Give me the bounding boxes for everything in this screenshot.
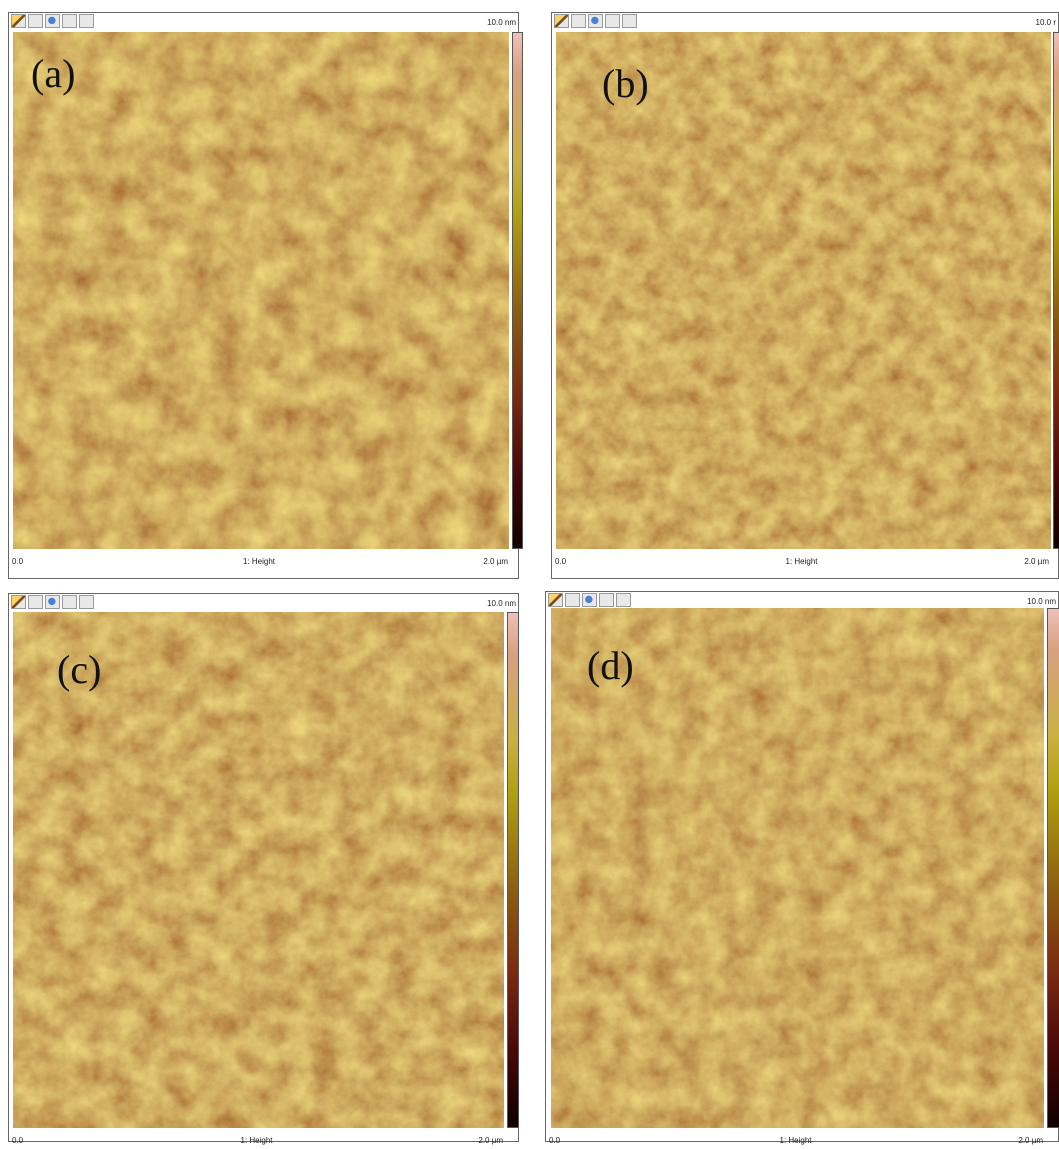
color-scale (1053, 32, 1059, 549)
toolbar-button[interactable] (605, 14, 620, 28)
scale-max: 10.0 nm (487, 599, 516, 608)
scale-max: 10.0 nm (1027, 597, 1056, 606)
channel-name: 1: Height (243, 557, 275, 566)
afm-panel: 10.0 nm 0.0 1: Height 2.0 µm (c) (8, 593, 519, 1142)
toolbar-button[interactable] (622, 14, 637, 28)
toolbar-button[interactable] (28, 14, 43, 28)
scan-size: 2.0 µm (1024, 557, 1049, 566)
scan-size: 2.0 µm (478, 1136, 503, 1145)
toolbar-button[interactable] (616, 593, 631, 607)
scan-size: 2.0 µm (483, 557, 508, 566)
scale-min: 0.0 (12, 1136, 23, 1145)
channel-name: 1: Height (241, 1136, 273, 1145)
toolbar-button[interactable] (571, 14, 586, 28)
toolbar-button[interactable] (599, 593, 614, 607)
color-scale (1047, 608, 1059, 1128)
toolbar-button[interactable] (554, 14, 569, 28)
toolbar (548, 593, 631, 607)
toolbar-button[interactable] (45, 595, 60, 609)
channel-name: 1: Height (786, 557, 818, 566)
panel-label: (b) (602, 60, 649, 107)
page: 10.0 nm 0.0 1: Height 2.0 µm (a) 10.0 r 0.0 1: … (0, 0, 1059, 1149)
toolbar-button[interactable] (588, 14, 603, 28)
panel-label: (d) (587, 642, 634, 689)
height-image (556, 32, 1051, 549)
toolbar-button[interactable] (582, 593, 597, 607)
toolbar-button[interactable] (45, 14, 60, 28)
color-scale (512, 32, 523, 549)
height-map (13, 32, 509, 549)
toolbar-button[interactable] (28, 595, 43, 609)
toolbar (11, 595, 94, 609)
toolbar (11, 14, 94, 28)
scan-size: 2.0 µm (1018, 1136, 1043, 1145)
scale-max: 10.0 nm (487, 18, 516, 27)
height-map (556, 32, 1051, 549)
height-image (13, 32, 509, 549)
panel-label: (c) (57, 646, 101, 693)
toolbar-button[interactable] (62, 595, 77, 609)
scale-min: 0.0 (12, 557, 23, 566)
scale-min: 0.0 (555, 557, 566, 566)
toolbar (554, 14, 637, 28)
toolbar-button[interactable] (565, 593, 580, 607)
toolbar-button[interactable] (79, 14, 94, 28)
panel-label: (a) (31, 50, 75, 97)
toolbar-button[interactable] (548, 593, 563, 607)
color-scale (507, 612, 519, 1128)
channel-name: 1: Height (780, 1136, 812, 1145)
toolbar-button[interactable] (11, 595, 26, 609)
afm-panel: 10.0 nm 0.0 1: Height 2.0 µm (a) (8, 12, 519, 579)
afm-panel: 10.0 nm 0.0 1: Height 2.0 µm (d) (545, 591, 1059, 1142)
toolbar-button[interactable] (62, 14, 77, 28)
toolbar-button[interactable] (11, 14, 26, 28)
scale-max: 10.0 r (1036, 18, 1056, 27)
toolbar-button[interactable] (79, 595, 94, 609)
afm-panel: 10.0 r 0.0 1: Height 2.0 µm (b) (551, 12, 1059, 579)
scale-min: 0.0 (549, 1136, 560, 1145)
